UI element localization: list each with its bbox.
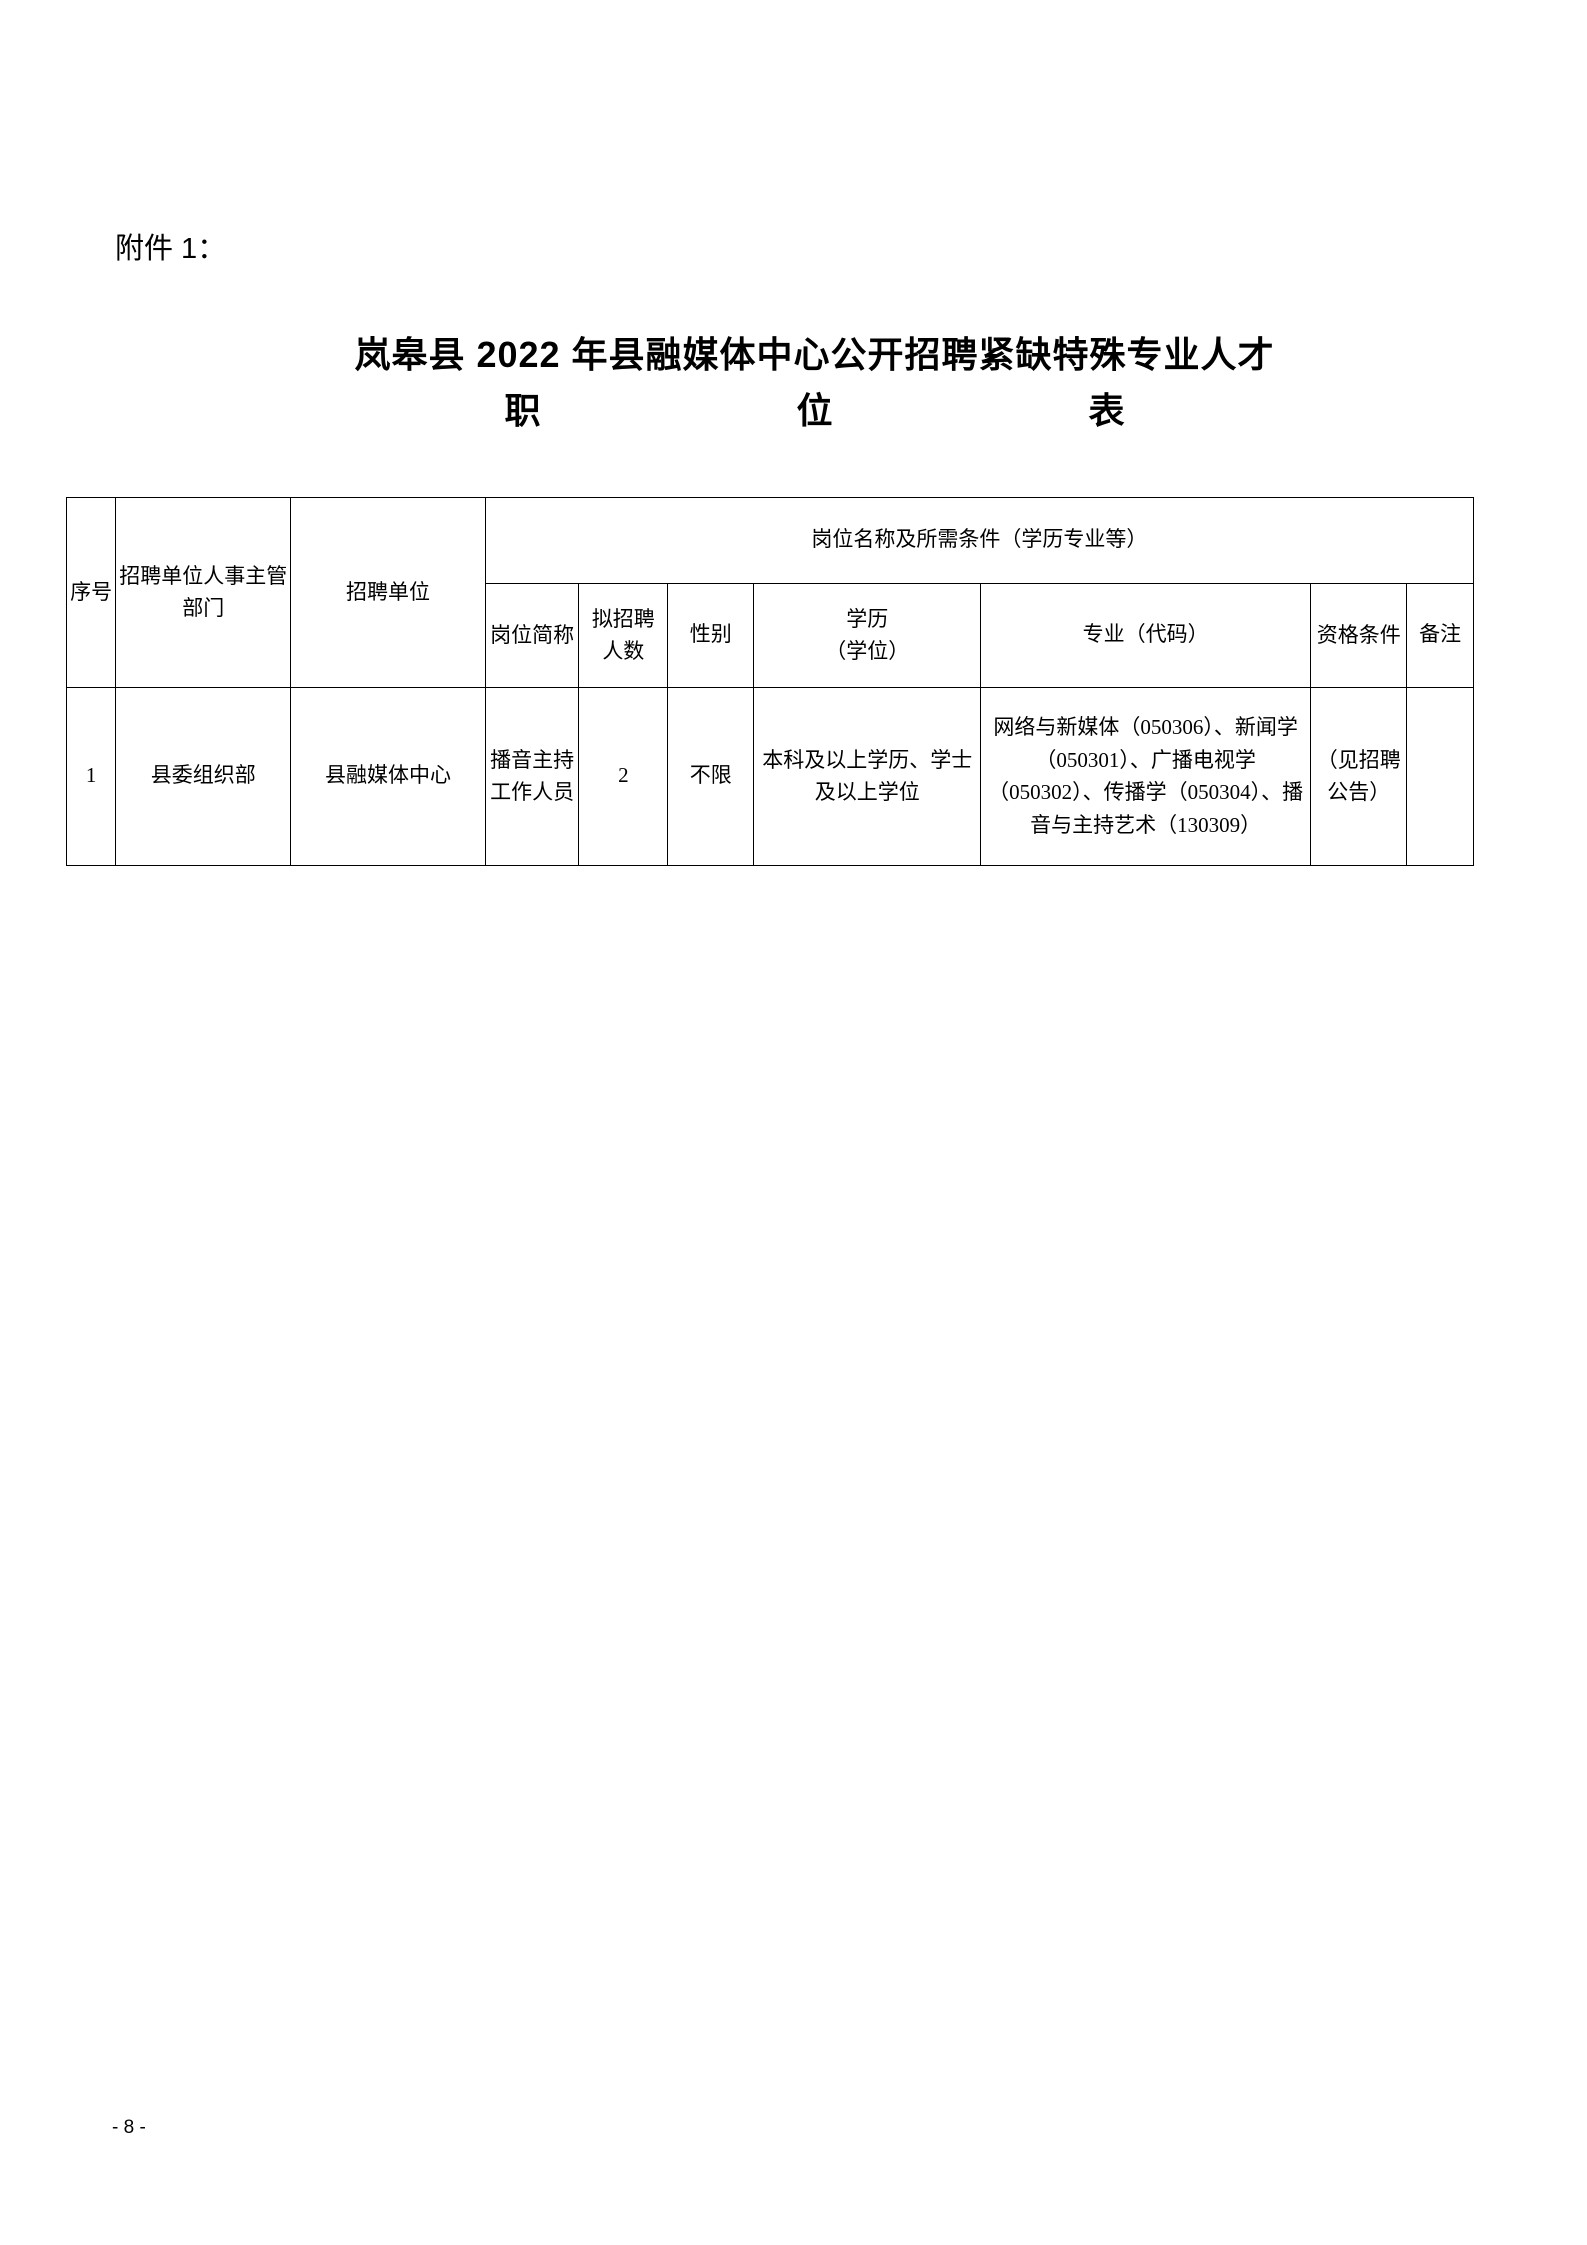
header-conditions: 岗位名称及所需条件（学历专业等） (485, 497, 1473, 583)
header-qualification: 资格条件 (1311, 583, 1407, 687)
title-line-2: 职 位 表 (110, 383, 1519, 439)
page-number: - 8 - (112, 2117, 146, 2139)
header-position: 岗位简称 (485, 583, 579, 687)
cell-unit: 县融媒体中心 (291, 687, 486, 865)
cell-education: 本科及以上学历、学士及以上学位 (754, 687, 981, 865)
cell-major: 网络与新媒体（050306）、新闻学（050301）、广播电视学（050302）… (981, 687, 1311, 865)
attachment-label: 附件 1： (115, 225, 1519, 267)
cell-position: 播音主持工作人员 (485, 687, 579, 865)
header-note: 备注 (1407, 583, 1474, 687)
header-number: 拟招聘人数 (579, 583, 668, 687)
cell-qualification: （见招聘公告） (1311, 687, 1407, 865)
header-dept: 招聘单位人事主管部门 (116, 497, 291, 687)
table-header-row-1: 序号 招聘单位人事主管部门 招聘单位 岗位名称及所需条件（学历专业等） (67, 497, 1474, 583)
header-education: 学历（学位） (754, 583, 981, 687)
cell-gender: 不限 (668, 687, 754, 865)
cell-dept: 县委组织部 (116, 687, 291, 865)
cell-seq: 1 (67, 687, 116, 865)
cell-number: 2 (579, 687, 668, 865)
document-page: 附件 1： 岚皋县 2022 年县融媒体中心公开招聘紧缺特殊专业人才 职 位 表… (0, 0, 1587, 2245)
header-major: 专业（代码） (981, 583, 1311, 687)
header-unit: 招聘单位 (291, 497, 486, 687)
page-title: 岚皋县 2022 年县融媒体中心公开招聘紧缺特殊专业人才 职 位 表 (110, 327, 1519, 439)
title-line-1: 岚皋县 2022 年县融媒体中心公开招聘紧缺特殊专业人才 (110, 327, 1519, 383)
position-table: 序号 招聘单位人事主管部门 招聘单位 岗位名称及所需条件（学历专业等） 岗位简称… (66, 497, 1474, 866)
cell-note (1407, 687, 1474, 865)
header-seq: 序号 (67, 497, 116, 687)
header-gender: 性别 (668, 583, 754, 687)
table-row: 1 县委组织部 县融媒体中心 播音主持工作人员 2 不限 本科及以上学历、学士及… (67, 687, 1474, 865)
title-spaced: 职 位 表 (505, 383, 1125, 439)
